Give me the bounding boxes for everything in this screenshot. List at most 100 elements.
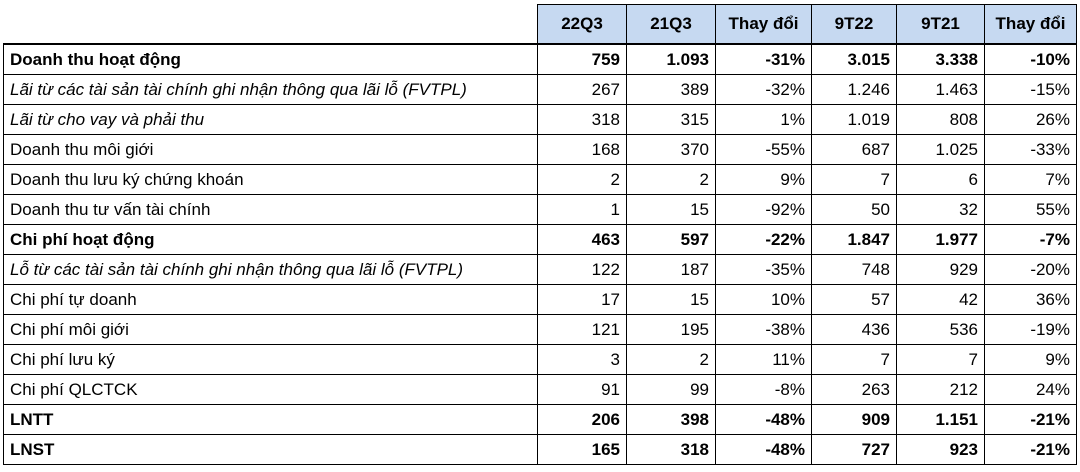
value-22q3: 121 (537, 314, 627, 345)
table-row: Chi phí môi giới 121 195 -38% 436 536 -19% (3, 314, 1077, 345)
value-9t21: 1.977 (896, 224, 985, 255)
row-label: Lỗ từ các tài sản tài chính ghi nhận thô… (3, 254, 538, 285)
value-9t22: 7 (811, 344, 897, 375)
value-21q3: 2 (626, 164, 716, 195)
value-9t21: 7 (896, 344, 985, 375)
change-9m: -10% (984, 43, 1077, 75)
value-22q3: 3 (537, 344, 627, 375)
value-21q3: 99 (626, 374, 716, 405)
value-22q3: 91 (537, 374, 627, 405)
value-21q3: 1.093 (626, 43, 716, 75)
value-22q3: 122 (537, 254, 627, 285)
value-9t21: 929 (896, 254, 985, 285)
row-label: Doanh thu môi giới (3, 134, 538, 165)
row-label: Chi phí lưu ký (3, 344, 538, 375)
table-row: Chi phí QLCTCK 91 99 -8% 263 212 24% (3, 374, 1077, 405)
value-22q3: 2 (537, 164, 627, 195)
value-22q3: 1 (537, 194, 627, 225)
change-9m: 36% (984, 284, 1077, 315)
value-21q3: 2 (626, 344, 716, 375)
row-label: LNST (3, 434, 538, 465)
change-quarter: -31% (715, 43, 812, 75)
value-9t21: 1.025 (896, 134, 985, 165)
table-row: Doanh thu tư vấn tài chính 1 15 -92% 50 32 55% (3, 194, 1077, 225)
change-quarter: 9% (715, 164, 812, 195)
change-9m: -21% (984, 434, 1077, 465)
value-9t22: 1.019 (811, 104, 897, 135)
value-9t21: 42 (896, 284, 985, 315)
value-9t21: 1.151 (896, 404, 985, 435)
change-quarter: 11% (715, 344, 812, 375)
table-row: LNTT 206 398 -48% 909 1.151 -21% (3, 404, 1077, 435)
row-label: Chi phí hoạt động (3, 224, 538, 255)
header-21q3: 21Q3 (626, 4, 716, 45)
value-21q3: 318 (626, 434, 716, 465)
value-21q3: 315 (626, 104, 716, 135)
change-9m: 26% (984, 104, 1077, 135)
change-9m: 55% (984, 194, 1077, 225)
value-21q3: 389 (626, 74, 716, 105)
value-9t21: 536 (896, 314, 985, 345)
table-row: Lãi từ các tài sản tài chính ghi nhận th… (3, 74, 1077, 105)
table-row: Doanh thu môi giới 168 370 -55% 687 1.025 -33% (3, 134, 1077, 165)
value-21q3: 15 (626, 284, 716, 315)
value-9t21: 1.463 (896, 74, 985, 105)
change-9m: 7% (984, 164, 1077, 195)
value-22q3: 206 (537, 404, 627, 435)
value-21q3: 187 (626, 254, 716, 285)
value-9t21: 32 (896, 194, 985, 225)
value-21q3: 597 (626, 224, 716, 255)
change-quarter: -32% (715, 74, 812, 105)
row-label: Chi phí môi giới (3, 314, 538, 345)
row-label: LNTT (3, 404, 538, 435)
change-9m: -21% (984, 404, 1077, 435)
value-9t22: 687 (811, 134, 897, 165)
value-9t22: 50 (811, 194, 897, 225)
header-blank-cell (3, 4, 538, 45)
header-change-quarter: Thay đổi (715, 4, 812, 45)
change-9m: 9% (984, 344, 1077, 375)
change-9m: -33% (984, 134, 1077, 165)
value-9t22: 1.246 (811, 74, 897, 105)
value-9t22: 3.015 (811, 43, 897, 75)
change-quarter: -48% (715, 434, 812, 465)
header-change-9m: Thay đổi (984, 4, 1077, 45)
table-row: Chi phí hoạt động 463 597 -22% 1.847 1.977 -7% (3, 224, 1077, 255)
change-quarter: 1% (715, 104, 812, 135)
header-9t22: 9T22 (811, 4, 897, 45)
table-row: Chi phí tự doanh 17 15 10% 57 42 36% (3, 284, 1077, 315)
change-quarter: -48% (715, 404, 812, 435)
value-9t22: 1.847 (811, 224, 897, 255)
value-9t21: 3.338 (896, 43, 985, 75)
value-9t22: 57 (811, 284, 897, 315)
value-22q3: 463 (537, 224, 627, 255)
row-label: Lãi từ các tài sản tài chính ghi nhận th… (3, 74, 538, 105)
change-quarter: 10% (715, 284, 812, 315)
header-22q3: 22Q3 (537, 4, 627, 45)
value-9t22: 436 (811, 314, 897, 345)
change-9m: -7% (984, 224, 1077, 255)
change-quarter: -8% (715, 374, 812, 405)
value-9t22: 263 (811, 374, 897, 405)
value-22q3: 759 (537, 43, 627, 75)
row-label: Doanh thu hoạt động (3, 43, 538, 75)
table-row: Doanh thu lưu ký chứng khoán 2 2 9% 7 6 7% (3, 164, 1077, 195)
change-9m: 24% (984, 374, 1077, 405)
change-9m: -15% (984, 74, 1077, 105)
value-9t21: 6 (896, 164, 985, 195)
value-22q3: 17 (537, 284, 627, 315)
row-label: Lãi từ cho vay và phải thu (3, 104, 538, 135)
value-21q3: 15 (626, 194, 716, 225)
value-9t21: 212 (896, 374, 985, 405)
change-9m: -20% (984, 254, 1077, 285)
value-9t21: 808 (896, 104, 985, 135)
header-9t21: 9T21 (896, 4, 985, 45)
value-21q3: 370 (626, 134, 716, 165)
value-21q3: 398 (626, 404, 716, 435)
value-22q3: 318 (537, 104, 627, 135)
table-row: Doanh thu hoạt động 759 1.093 -31% 3.015 3.33… (3, 43, 1077, 75)
value-9t22: 727 (811, 434, 897, 465)
change-quarter: -35% (715, 254, 812, 285)
row-label: Doanh thu lưu ký chứng khoán (3, 164, 538, 195)
value-9t22: 7 (811, 164, 897, 195)
